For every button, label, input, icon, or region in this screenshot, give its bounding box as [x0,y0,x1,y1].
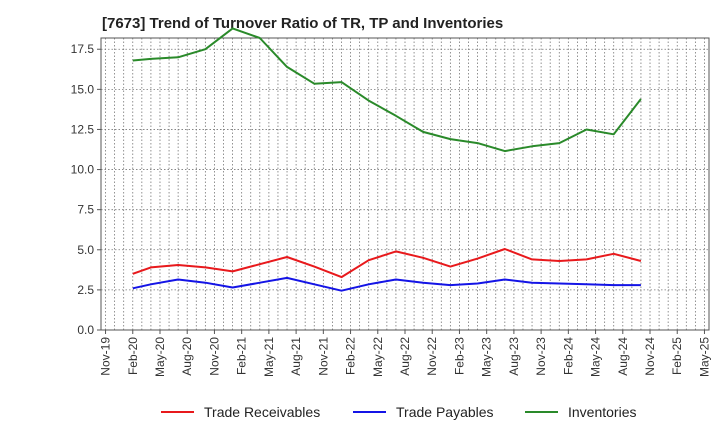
chart-title: [7673] Trend of Turnover Ratio of TR, TP… [102,15,504,32]
x-tick-label: Nov-21 [316,337,330,376]
x-tick-label: Nov-23 [534,337,548,376]
y-tick-label: 2.5 [77,283,94,297]
legend-swatch-inventories [525,411,558,413]
grid-lines [101,38,709,330]
x-axis-ticks: Nov-19 Feb-20 May-20 Aug-20 Nov-20 Feb-21 May-… [99,330,711,377]
x-tick-label: Nov-24 [643,337,657,376]
x-tick-label: Feb-24 [561,337,575,375]
y-tick-label: 12.5 [71,122,95,136]
legend-label-inventories: Inventories [568,404,637,420]
y-tick-label: 7.5 [77,203,94,217]
series-line-trade-receivables [132,248,642,279]
x-tick-label: May-22 [371,337,385,377]
y-tick-label: 10.0 [71,163,95,177]
x-tick-label: May-20 [153,337,167,377]
x-tick-label: Aug-24 [616,337,630,376]
x-tick-label: Aug-22 [398,337,412,376]
legend-swatch-trade-receivables [161,411,194,413]
y-tick-label: 0.0 [77,323,94,337]
legend-swatch-trade-payables [353,411,386,413]
x-tick-label: May-23 [480,337,494,377]
x-tick-label: Feb-23 [452,337,466,375]
y-axis-ticks: 0.0 2.5 5.0 7.5 10.0 12.5 15.0 17.5 [71,42,101,337]
y-tick-label: 15.0 [71,82,95,96]
legend-item-trade-payables: Trade Payables [353,404,494,420]
x-tick-label: Feb-25 [670,337,684,375]
x-tick-label: Aug-21 [289,337,303,376]
legend-label-trade-payables: Trade Payables [396,404,494,420]
legend-item-inventories: Inventories [525,404,636,420]
x-tick-label: Feb-21 [235,337,249,375]
x-tick-label: Feb-22 [344,337,358,375]
x-tick-label: Nov-19 [99,337,113,376]
legend-label-trade-receivables: Trade Receivables [204,404,321,420]
y-tick-label: 17.5 [71,42,95,56]
x-tick-label: Aug-23 [507,337,521,376]
x-tick-label: Nov-20 [207,337,221,376]
plot-area [100,37,710,331]
x-tick-label: Feb-20 [126,337,140,375]
x-tick-label: May-21 [262,337,276,377]
series-lines [132,27,642,292]
x-tick-label: Nov-22 [425,337,439,376]
x-tick-label: May-24 [589,337,603,377]
legend-item-trade-receivables: Trade Receivables [161,404,320,420]
chart-legend: Trade Receivables Trade Payables Invento… [0,404,720,424]
series-line-inventories [132,27,642,153]
x-tick-label: May-25 [697,337,711,377]
x-tick-label: Aug-20 [180,337,194,376]
y-tick-label: 5.0 [77,243,94,257]
series-line-trade-payables [132,276,641,292]
